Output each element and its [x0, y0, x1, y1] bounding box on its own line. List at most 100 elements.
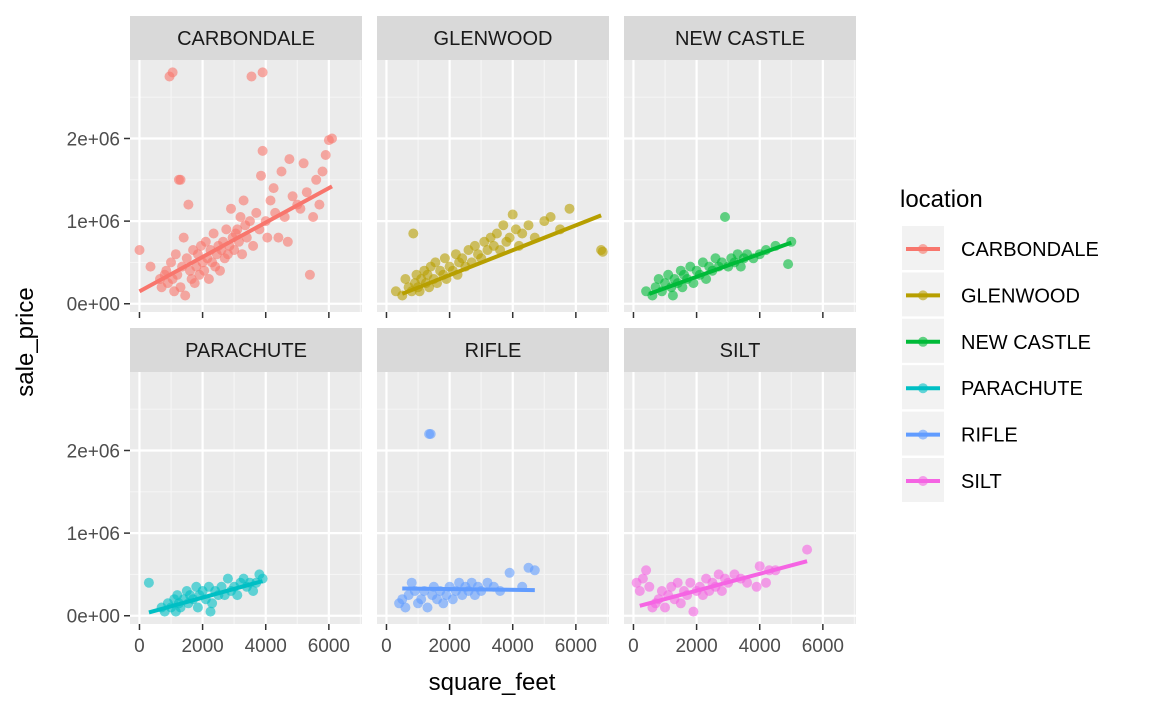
- data-point: [246, 71, 257, 82]
- facet-new-castle: NEW CASTLE: [624, 16, 856, 312]
- legend-item: GLENWOOD: [902, 272, 1080, 317]
- data-point: [311, 174, 322, 185]
- data-point: [189, 278, 200, 289]
- data-point: [523, 220, 534, 231]
- trend-line: [648, 240, 792, 296]
- x-axis-title: square_feet: [429, 669, 556, 696]
- data-point: [183, 199, 194, 210]
- data-point: [134, 245, 145, 255]
- data-point: [238, 195, 249, 206]
- data-point: [517, 228, 528, 239]
- data-point: [276, 166, 287, 177]
- data-point: [754, 561, 765, 572]
- data-point: [314, 199, 325, 210]
- data-point: [175, 282, 186, 293]
- x-tick-label: 6000: [555, 636, 597, 657]
- facet-strip: [377, 16, 609, 60]
- data-point: [232, 224, 243, 235]
- facet-strip-label: RIFLE: [465, 340, 522, 362]
- data-point: [408, 228, 419, 239]
- data-point: [422, 602, 433, 613]
- legend-key-point: [918, 383, 928, 394]
- data-point: [273, 232, 284, 243]
- data-point: [507, 209, 518, 220]
- facet-carbondale: CARBONDALE: [130, 16, 362, 312]
- data-point: [685, 577, 696, 588]
- x-tick-label: 0: [628, 636, 639, 657]
- data-point: [406, 577, 417, 588]
- x-tick-label: 6000: [802, 636, 844, 657]
- data-point: [170, 249, 181, 260]
- y-tick-label: 2e+06: [67, 441, 120, 462]
- facet-panels: CARBONDALE GLENWOOD NEW CASTLE PARACHUTE RIF…: [130, 16, 856, 624]
- data-point: [229, 245, 240, 255]
- facet-strip-label: GLENWOOD: [434, 28, 553, 50]
- y-tick-label: 1e+06: [67, 524, 120, 545]
- data-point: [320, 150, 331, 160]
- data-point: [200, 236, 211, 247]
- data-point: [180, 290, 191, 301]
- data-point: [688, 606, 699, 617]
- legend-item: NEW CASTLE: [902, 318, 1091, 363]
- data-point: [192, 602, 203, 613]
- legend-item: RIFLE: [902, 411, 1018, 456]
- data-point: [203, 274, 214, 284]
- legend-key-point: [918, 336, 928, 347]
- data-point: [287, 191, 298, 202]
- legend-item: PARACHUTE: [902, 365, 1083, 410]
- data-point: [400, 274, 411, 284]
- facet-strip-label: SILT: [720, 340, 761, 362]
- facet-strip-label: PARACHUTE: [185, 340, 307, 362]
- data-point: [208, 228, 219, 239]
- trend-line: [148, 579, 264, 615]
- data-point: [716, 586, 727, 596]
- data-point: [301, 187, 312, 198]
- legend-label: SILT: [961, 471, 1002, 493]
- legend-title: location: [900, 186, 983, 213]
- x-tick-label: 4000: [245, 636, 287, 657]
- data-point: [438, 598, 449, 609]
- legend-item: SILT: [902, 458, 1002, 502]
- data-point: [742, 577, 753, 588]
- data-point: [232, 590, 243, 601]
- facet-strip-label: NEW CASTLE: [675, 28, 805, 50]
- data-point: [327, 133, 337, 144]
- data-point: [430, 257, 441, 268]
- x-tick-label: 6000: [308, 636, 350, 657]
- x-tick-label: 2000: [675, 636, 717, 657]
- data-point: [205, 606, 216, 617]
- data-point: [143, 577, 154, 588]
- data-point: [644, 581, 655, 592]
- data-point: [248, 586, 259, 596]
- y-tick-label: 2e+06: [67, 129, 120, 150]
- x-tick-label: 4000: [739, 636, 781, 657]
- data-point: [181, 253, 192, 264]
- facet-strip: [130, 328, 362, 372]
- facet-strip-label: CARBONDALE: [177, 28, 315, 50]
- data-point: [199, 265, 210, 276]
- x-tick-label: 0: [134, 636, 145, 657]
- legend-label: NEW CASTLE: [961, 332, 1091, 354]
- data-point: [701, 274, 712, 284]
- data-point: [257, 67, 268, 78]
- data-point: [400, 602, 411, 613]
- data-point: [235, 212, 246, 222]
- facet-parachute: PARACHUTE: [130, 328, 362, 624]
- x-tick-label: 2000: [428, 636, 470, 657]
- legend: location CARBONDALE GLENWOOD NEW CASTLE PAR…: [900, 186, 1099, 502]
- data-point: [221, 224, 232, 235]
- legend-label: GLENWOOD: [961, 285, 1080, 307]
- data-point: [317, 166, 328, 177]
- data-point: [751, 581, 762, 592]
- data-point: [175, 174, 186, 185]
- data-point: [248, 240, 259, 251]
- data-point: [564, 203, 575, 214]
- trend-line: [639, 559, 808, 608]
- data-point: [262, 232, 273, 243]
- data-point: [667, 290, 678, 301]
- data-point: [529, 565, 540, 576]
- facet-rifle: RIFLE: [377, 328, 609, 624]
- data-point: [237, 249, 248, 260]
- data-points: [134, 67, 337, 301]
